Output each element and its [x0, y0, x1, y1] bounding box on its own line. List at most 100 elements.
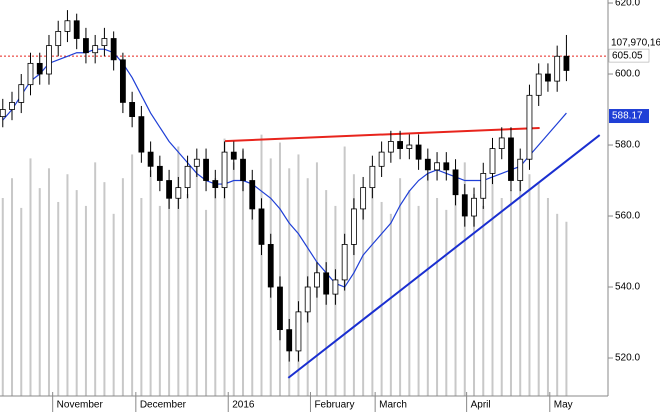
volume-bar — [352, 174, 355, 396]
volume-bar — [482, 205, 485, 396]
volume-bar — [251, 182, 254, 396]
candle-body — [267, 244, 274, 288]
candle-body — [526, 94, 533, 160]
volume-bar — [121, 178, 124, 396]
volume-bar — [278, 142, 281, 396]
volume-bar — [473, 194, 476, 396]
volume-bar — [500, 198, 503, 396]
candle-body — [350, 208, 357, 245]
volume-bar — [260, 134, 263, 396]
x-tick-label: April — [471, 400, 491, 411]
candle-body — [480, 173, 487, 199]
volume-bar — [75, 190, 78, 396]
volume-bar — [565, 221, 568, 396]
volume-label: 107,970,16 — [611, 38, 660, 49]
candle-body — [434, 162, 440, 171]
y-tick-label: 600.0 — [615, 69, 640, 80]
candle-body — [397, 141, 403, 149]
volume-bar — [112, 213, 115, 396]
last-price-label: 605.05 — [612, 51, 643, 62]
last-price-label-bg — [608, 48, 650, 63]
candle-body — [156, 165, 163, 181]
volume-bar — [38, 188, 41, 396]
candle-body — [92, 45, 99, 54]
volume-bar — [491, 178, 494, 396]
x-tick-label: December — [140, 400, 187, 411]
candle-body — [461, 194, 468, 217]
candle-body — [184, 165, 191, 189]
volume-bar — [20, 207, 23, 396]
candle-body — [286, 329, 293, 352]
volume-bar — [362, 198, 365, 396]
candle-body — [203, 158, 209, 181]
candle-body — [258, 208, 265, 245]
candle-body — [489, 148, 496, 174]
volume-bar — [288, 168, 291, 396]
x-tick-label: November — [57, 400, 104, 411]
candle-body — [304, 286, 311, 313]
volume-bar — [177, 146, 180, 396]
candle-body — [240, 158, 246, 181]
volume-bar — [546, 198, 549, 396]
volume-bar — [205, 209, 208, 396]
volume-bar — [140, 198, 143, 396]
candle-body — [193, 158, 200, 167]
volume-bar — [426, 174, 429, 396]
candle-body — [452, 169, 459, 196]
volume-bar — [195, 164, 198, 396]
volume-bar — [380, 201, 383, 396]
candle-body — [277, 286, 283, 331]
candle-body — [110, 38, 117, 61]
volume-bar — [408, 190, 411, 396]
candle-body — [64, 20, 71, 32]
x-tick-label: February — [314, 400, 354, 411]
volume-bar — [94, 162, 97, 396]
candle-body — [175, 187, 182, 199]
candle-body — [314, 272, 320, 288]
volume-bar — [168, 182, 171, 396]
volume-bar — [149, 170, 152, 396]
candle-body — [9, 102, 15, 110]
candle-body — [508, 137, 514, 181]
y-tick-label: 560.0 — [615, 211, 640, 222]
volume-bar — [454, 182, 457, 396]
candle-body — [27, 62, 34, 86]
candle-body — [221, 151, 228, 189]
candle-body — [323, 272, 330, 295]
candle-body — [36, 62, 43, 75]
candle-body — [230, 151, 237, 160]
candle-body — [443, 162, 450, 171]
candle-body — [55, 31, 62, 47]
candle-body — [147, 151, 154, 167]
candle-body — [554, 55, 561, 82]
candle-body — [378, 151, 385, 167]
volume-bar — [186, 194, 189, 396]
candle-body — [341, 244, 348, 281]
candle-body — [535, 73, 542, 96]
candle-body — [498, 137, 505, 149]
moving-average — [2, 48, 567, 288]
candle-body — [249, 180, 256, 210]
volume-bar — [436, 198, 439, 396]
candle-body — [517, 158, 524, 181]
volume-bar — [103, 182, 106, 396]
candle-body — [369, 165, 376, 189]
candle-body — [212, 180, 219, 189]
volume-bar — [371, 186, 374, 396]
candle-body — [387, 141, 394, 153]
candle-body — [360, 187, 367, 210]
volume-bar — [29, 158, 32, 396]
volume-bar — [1, 198, 4, 396]
candle-body — [18, 84, 25, 103]
x-tick-label: March — [379, 400, 407, 411]
volume-bar — [519, 166, 522, 396]
candle-body — [101, 38, 108, 47]
candle-body — [415, 144, 422, 160]
volume-bar — [389, 213, 392, 396]
candle-body — [0, 109, 6, 118]
candle-body — [424, 158, 431, 171]
candle-body — [138, 116, 145, 153]
volume-bar — [509, 190, 512, 396]
candle-body — [295, 311, 302, 352]
